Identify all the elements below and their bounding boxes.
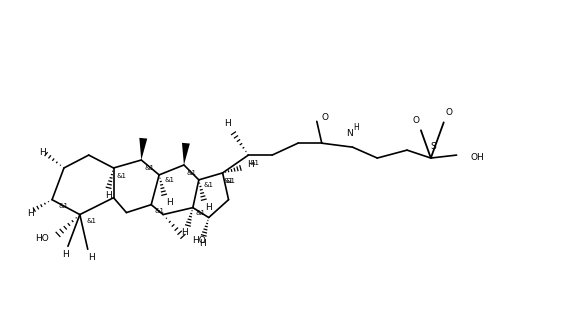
Text: H: H bbox=[200, 239, 206, 248]
Text: &1: &1 bbox=[204, 182, 214, 188]
Text: H: H bbox=[89, 253, 95, 262]
Text: &1: &1 bbox=[225, 178, 235, 184]
Text: H: H bbox=[27, 209, 33, 218]
Text: H: H bbox=[166, 198, 173, 207]
Text: H: H bbox=[247, 160, 254, 170]
Text: H: H bbox=[224, 119, 231, 128]
Text: &1: &1 bbox=[249, 160, 259, 166]
Text: S: S bbox=[430, 142, 436, 151]
Text: OH: OH bbox=[471, 153, 484, 162]
Text: H: H bbox=[181, 228, 188, 237]
Polygon shape bbox=[139, 138, 147, 160]
Text: HO: HO bbox=[192, 236, 205, 245]
Text: &1: &1 bbox=[87, 217, 97, 223]
Text: O: O bbox=[321, 113, 328, 122]
Text: N: N bbox=[346, 129, 353, 138]
Text: &1: &1 bbox=[187, 170, 197, 176]
Text: &1: &1 bbox=[144, 165, 154, 171]
Text: H: H bbox=[105, 191, 112, 200]
Text: &1: &1 bbox=[164, 177, 174, 183]
Text: &1: &1 bbox=[224, 178, 234, 184]
Text: &1: &1 bbox=[59, 203, 69, 209]
Text: H: H bbox=[205, 203, 212, 212]
Text: HO: HO bbox=[35, 234, 49, 243]
Text: H: H bbox=[39, 148, 46, 156]
Text: &1: &1 bbox=[196, 210, 206, 215]
Polygon shape bbox=[182, 143, 190, 165]
Text: O: O bbox=[413, 116, 420, 125]
Text: H: H bbox=[63, 250, 69, 259]
Text: H: H bbox=[353, 123, 359, 132]
Text: &1: &1 bbox=[154, 208, 164, 214]
Text: &1: &1 bbox=[116, 173, 126, 179]
Text: O: O bbox=[445, 108, 452, 117]
